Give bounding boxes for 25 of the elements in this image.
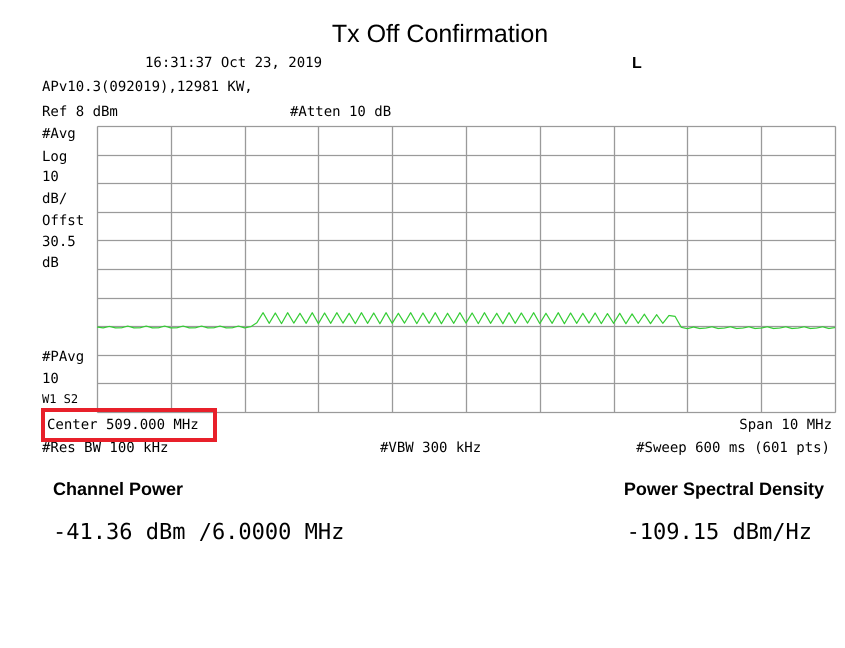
text: -109.15 dBm/Hz — [626, 520, 812, 545]
text: 16:31:37 Oct 23, 2019 — [145, 55, 322, 71]
text: APv10.3(092019),12981 KW, — [42, 79, 253, 95]
text: 10 — [42, 169, 59, 185]
text: #PAvg — [42, 349, 84, 365]
text: Log — [42, 149, 68, 165]
text: #Atten 10 dB — [290, 104, 392, 120]
text: dB/ — [42, 191, 68, 207]
text: 30.5 — [42, 234, 76, 250]
text: -41.36 dBm /6.0000 MHz — [53, 520, 344, 545]
text: Ref 8 dBm — [42, 104, 118, 120]
text: #VBW 300 kHz — [380, 440, 482, 456]
text: Offst — [42, 213, 84, 229]
text: #Avg — [42, 126, 76, 142]
text: Channel Power — [53, 479, 184, 499]
text: dB — [42, 255, 59, 271]
chart-title: Tx Off Confirmation — [332, 20, 548, 48]
text: 10 — [42, 371, 59, 387]
text: Span 10 MHz — [739, 417, 832, 433]
text: #Res BW 100 kHz — [42, 440, 168, 456]
text: Center 509.000 MHz — [47, 417, 199, 433]
text: L — [632, 55, 642, 72]
text: #Sweep 600 ms (601 pts) — [636, 440, 830, 456]
text: W1 S2 — [42, 392, 78, 406]
text: Power Spectral Density — [624, 479, 824, 499]
